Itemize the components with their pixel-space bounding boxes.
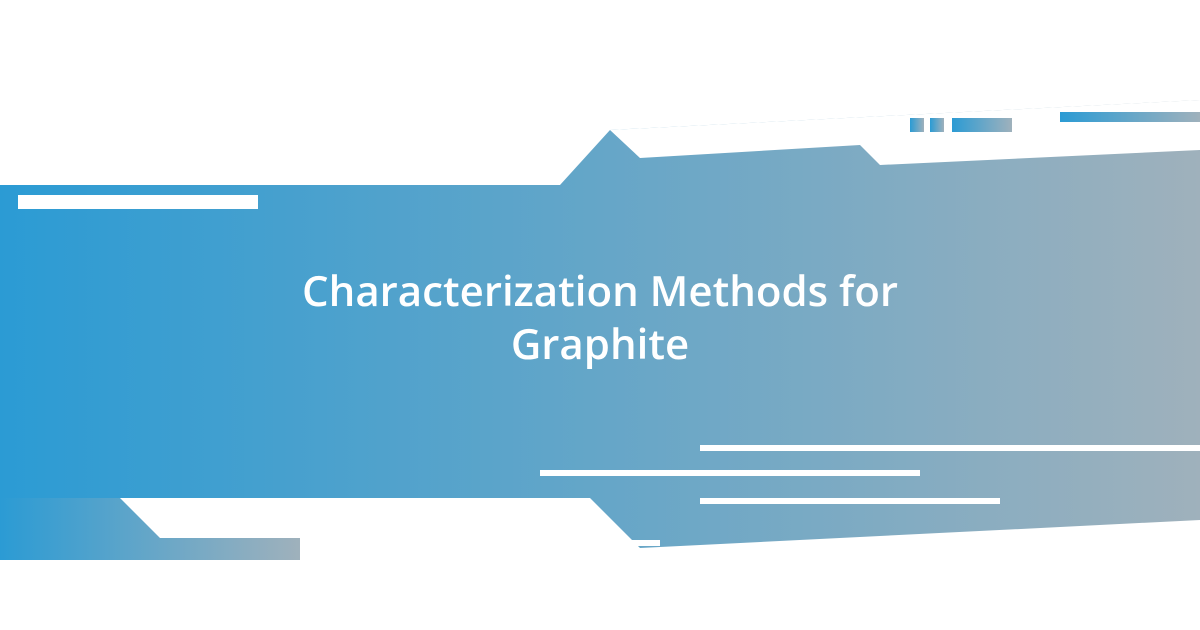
top-left-white-bar	[18, 195, 258, 209]
top-tick	[930, 118, 944, 132]
top-tick	[952, 118, 1012, 132]
bottom-left-notch	[0, 498, 300, 560]
bottom-accent-line	[300, 540, 660, 546]
bottom-accent-line	[700, 498, 1000, 504]
top-tick	[910, 118, 924, 132]
bottom-accent-line	[540, 470, 920, 476]
top-tick	[1060, 112, 1200, 122]
bottom-accent-line	[700, 445, 1200, 451]
banner-title: Characterization Methods forGraphite	[0, 265, 1200, 370]
